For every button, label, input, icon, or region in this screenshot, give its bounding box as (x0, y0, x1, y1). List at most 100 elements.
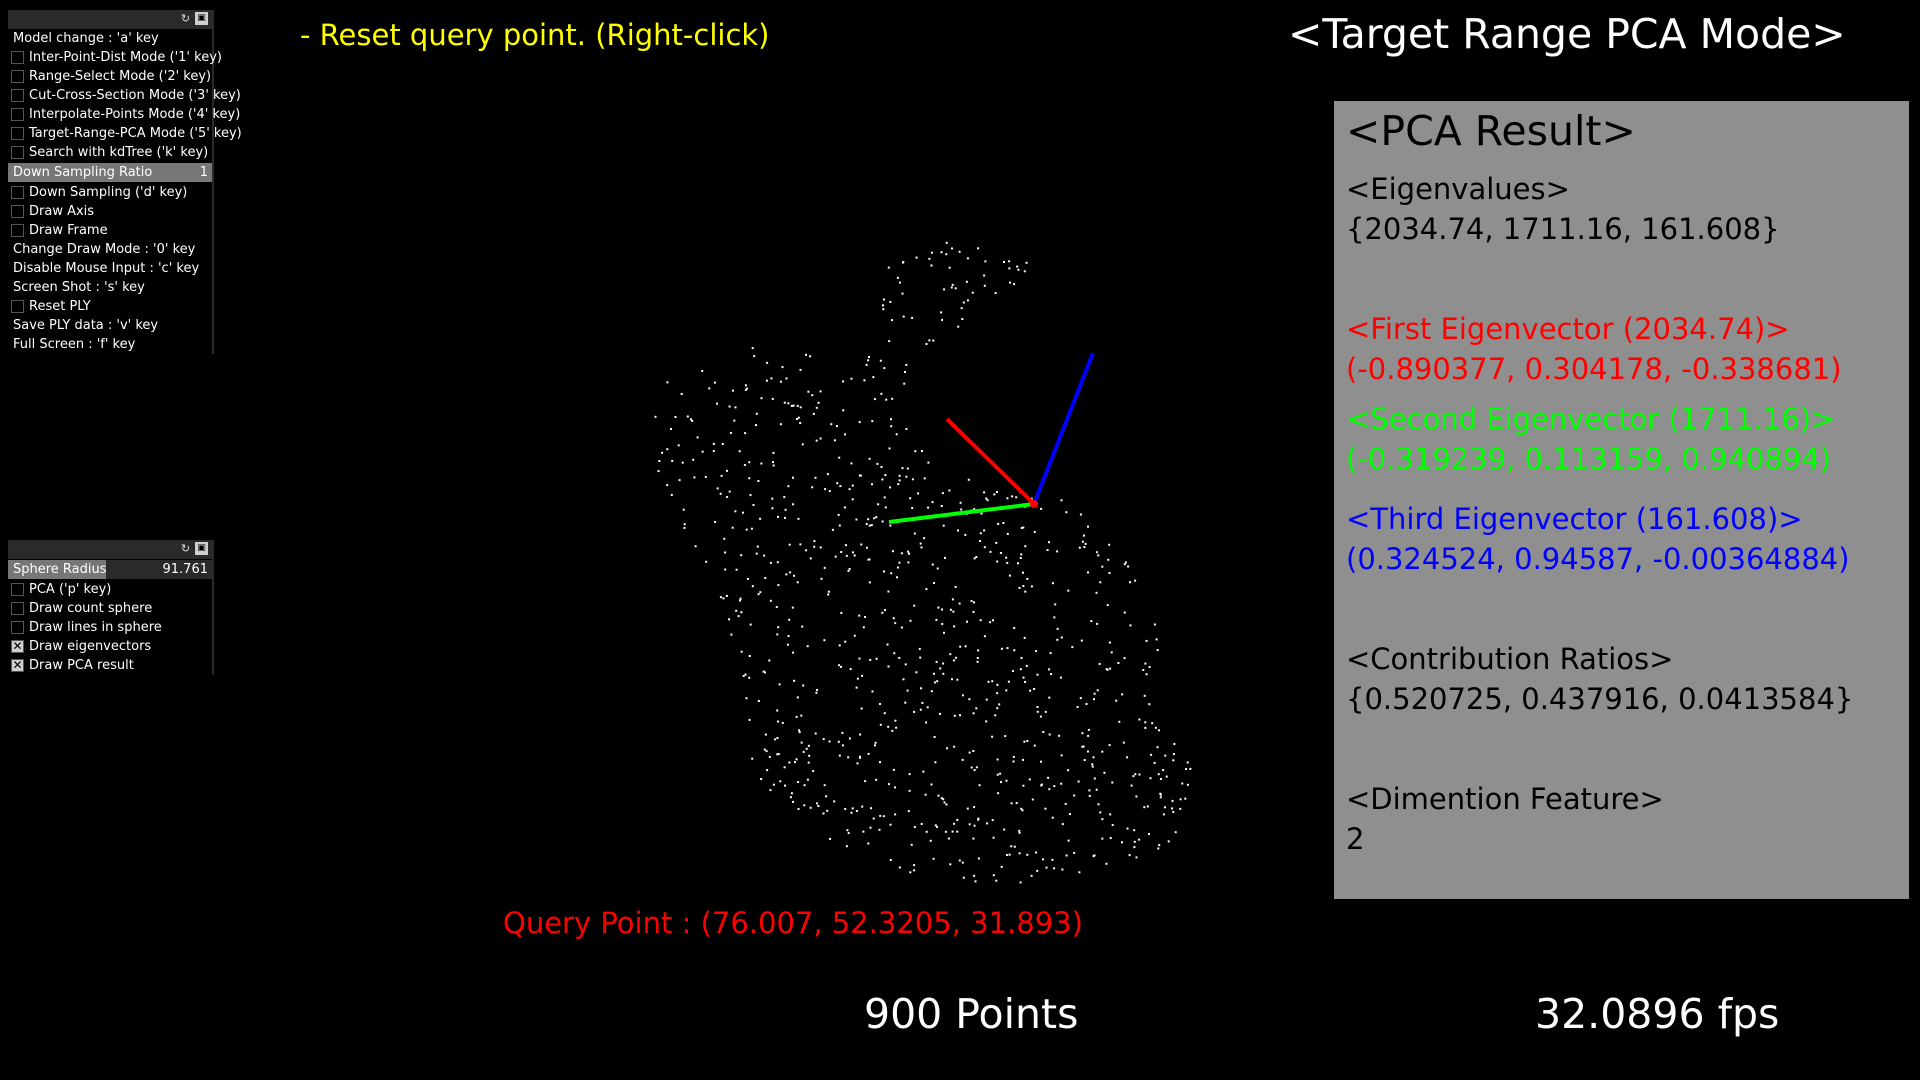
cloud-point (1151, 722, 1154, 725)
cloud-point (1145, 639, 1148, 642)
checkbox-icon[interactable] (11, 89, 24, 102)
checkbox-checked-icon[interactable]: ✕ (11, 658, 24, 672)
toggle-down-sampling-d-key[interactable]: Down Sampling ('d' key) (8, 183, 212, 202)
cloud-point (890, 319, 893, 322)
checkbox-icon[interactable] (11, 51, 24, 64)
cloud-point (1148, 703, 1151, 706)
cloud-point (759, 591, 762, 594)
cloud-point (1185, 768, 1187, 771)
checkbox-icon[interactable] (11, 621, 24, 634)
cloud-point (887, 783, 890, 786)
cloud-point (776, 737, 779, 739)
slider-label: Down Sampling Ratio (13, 165, 153, 180)
cloud-point (806, 645, 809, 648)
toggle-inter-point-dist-mode-1-key[interactable]: Inter-Point-Dist Mode ('1' key) (8, 48, 222, 67)
cloud-point (1000, 781, 1002, 784)
toggle-draw-count-sphere[interactable]: Draw count sphere (8, 599, 212, 618)
toggle-draw-eigenvectors[interactable]: ✕ Draw eigenvectors (8, 637, 212, 656)
checkbox-icon[interactable] (11, 300, 24, 313)
cloud-point (806, 778, 809, 781)
cloud-point (1159, 792, 1162, 795)
cloud-point (728, 618, 731, 621)
cloud-point (763, 554, 766, 557)
cloud-point (708, 387, 711, 390)
toggle-label: Down Sampling ('d' key) (29, 185, 188, 200)
settings-panel-header[interactable]: ↻ ▣ (8, 10, 212, 29)
cloud-point (930, 264, 933, 267)
slider-sphere-radius[interactable]: Sphere Radius 91.761 (8, 560, 212, 579)
toggle-draw-pca-result[interactable]: ✕ Draw PCA result (8, 656, 212, 675)
cloud-point (1157, 847, 1160, 850)
toggle-draw-axis[interactable]: Draw Axis (8, 202, 212, 221)
cloud-point (1010, 802, 1013, 805)
cloud-point (1145, 673, 1148, 676)
checkbox-icon[interactable] (11, 146, 24, 159)
checkbox-icon[interactable] (11, 224, 24, 237)
reload-icon[interactable]: ↻ (180, 12, 191, 25)
toggle-cut-cross-section-mode-3-key[interactable]: Cut-Cross-Section Mode ('3' key) (8, 86, 241, 105)
cloud-point (765, 379, 768, 382)
cloud-point (1143, 806, 1146, 809)
cloud-point (1026, 740, 1029, 742)
cloud-point (1129, 581, 1131, 584)
cloud-point (977, 857, 980, 860)
checkbox-icon[interactable] (11, 602, 24, 615)
label-disable-mouse-input-c-key: Disable Mouse Input : 'c' key (8, 259, 212, 278)
cloud-point (1065, 854, 1068, 857)
cloud-point (986, 822, 989, 825)
cloud-point (925, 588, 928, 591)
info-label: Change Draw Mode : '0' key (13, 242, 196, 257)
cloud-point (1051, 582, 1054, 585)
checkbox-icon[interactable] (11, 108, 24, 121)
checkbox-icon[interactable] (11, 127, 24, 140)
cloud-point (816, 689, 818, 691)
cloud-point (1134, 773, 1137, 776)
cloud-point (1048, 696, 1051, 699)
pca-settings-panel-header[interactable]: ↻ ▣ (8, 540, 212, 559)
cloud-point (996, 758, 999, 761)
cloud-point (1164, 806, 1166, 809)
checkbox-icon[interactable] (11, 186, 24, 199)
toggle-draw-frame[interactable]: Draw Frame (8, 221, 212, 240)
toggle-draw-lines-in-sphere[interactable]: Draw lines in sphere (8, 618, 212, 637)
cloud-point (1002, 522, 1005, 524)
cloud-point (811, 394, 814, 397)
cloud-point (1065, 511, 1068, 514)
checkbox-icon[interactable] (11, 583, 24, 596)
checkbox-icon[interactable] (11, 70, 24, 83)
cloud-point (1173, 743, 1176, 745)
checkbox-icon[interactable] (11, 205, 24, 218)
cloud-point (908, 552, 910, 555)
cloud-point (822, 812, 825, 815)
cloud-point (933, 582, 935, 584)
toggle-range-select-mode-2-key[interactable]: Range-Select Mode ('2' key) (8, 67, 212, 86)
cloud-point (1016, 265, 1019, 268)
cloud-point (1020, 807, 1023, 810)
cloud-point (760, 778, 763, 780)
reload-icon[interactable]: ↻ (180, 542, 191, 555)
toggle-pca-p-key[interactable]: PCA ('p' key) (8, 580, 212, 599)
cloud-point (1095, 788, 1098, 791)
cloud-point (847, 569, 850, 572)
cloud-point (797, 416, 800, 419)
cloud-point (666, 484, 669, 487)
toggle-reset-ply[interactable]: Reset PLY (8, 297, 212, 316)
save-icon[interactable]: ▣ (195, 12, 208, 25)
cloud-point (849, 668, 852, 671)
slider-value: 91.761 (162, 562, 209, 577)
cloud-point (817, 401, 820, 404)
checkbox-checked-icon[interactable]: ✕ (11, 639, 24, 653)
save-icon[interactable]: ▣ (195, 542, 208, 555)
cloud-point (1048, 541, 1050, 544)
toggle-search-with-kdtree-k-key[interactable]: Search with kdTree ('k' key) (8, 143, 212, 162)
cloud-point (827, 590, 830, 593)
cloud-point (868, 524, 871, 527)
cloud-point (991, 735, 994, 738)
slider-down-sampling-ratio[interactable]: Down Sampling Ratio 1 (8, 163, 212, 182)
cloud-point (865, 363, 868, 366)
toggle-interpolate-points-mode-4-key[interactable]: Interpolate-Points Mode ('4' key) (8, 105, 240, 124)
cloud-point (913, 710, 916, 713)
mode-title: <Target Range PCA Mode> (1288, 10, 1846, 58)
toggle-target-range-pca-mode-5-key[interactable]: Target-Range-PCA Mode ('5' key) (8, 124, 242, 143)
